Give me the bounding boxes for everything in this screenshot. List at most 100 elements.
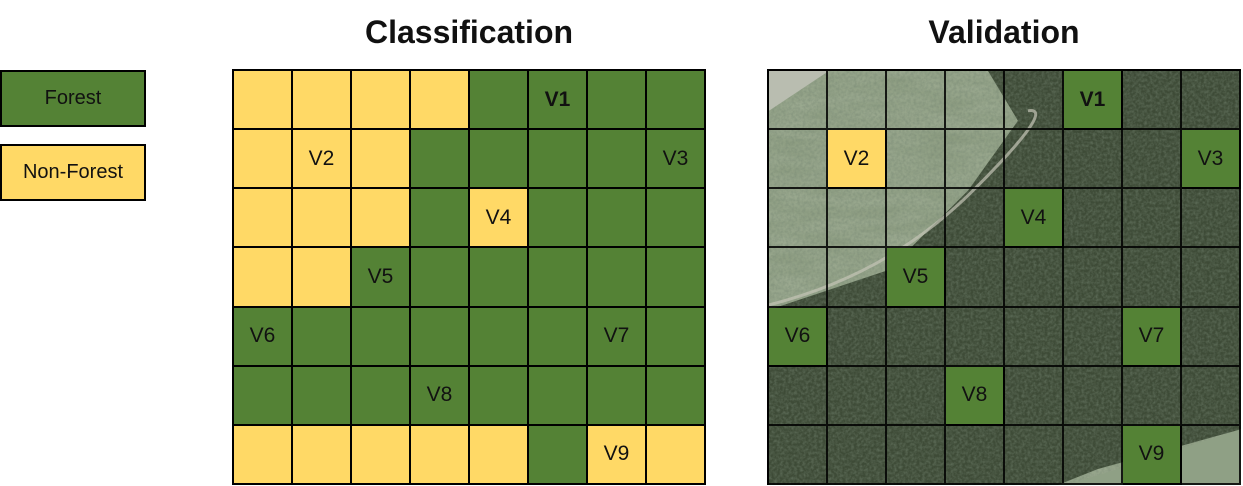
classification-cell [411, 71, 470, 131]
validation-cell [769, 189, 828, 249]
validation-cell-v3: V3 [1182, 130, 1241, 190]
validation-cell-v2: V2 [828, 130, 887, 190]
classification-cell [647, 248, 706, 308]
classification-cell [529, 130, 588, 190]
classification-cell-v4: V4 [470, 189, 529, 249]
validation-grid: V1 V2 V3 V4 V5 V6 V7 V8 V9 [767, 69, 1241, 485]
classification-cell [352, 189, 411, 249]
classification-cell-v5: V5 [352, 248, 411, 308]
validation-cell [1064, 189, 1123, 249]
classification-cell [234, 425, 293, 485]
validation-cell [828, 425, 887, 485]
classification-cell [529, 425, 588, 485]
classification-cell [588, 71, 647, 131]
classification-cell [529, 189, 588, 249]
legend-nonforest: Non-Forest [0, 144, 146, 201]
classification-cell [470, 71, 529, 131]
classification-cell [234, 130, 293, 190]
classification-cell [352, 366, 411, 426]
validation-cell-v4: V4 [1005, 189, 1064, 249]
validation-cell [1123, 130, 1182, 190]
validation-cell-v5: V5 [887, 248, 946, 308]
classification-cell [647, 425, 706, 485]
classification-cell [588, 366, 647, 426]
validation-cell [946, 307, 1005, 367]
classification-cell [588, 248, 647, 308]
classification-cell [234, 366, 293, 426]
validation-cell [828, 248, 887, 308]
classification-cell [529, 307, 588, 367]
validation-cell [1182, 366, 1241, 426]
classification-cell-v3: V3 [647, 130, 706, 190]
classification-title: Classification [364, 14, 574, 50]
classification-cell-v8: V8 [411, 366, 470, 426]
validation-cell [946, 248, 1005, 308]
classification-cell [411, 130, 470, 190]
classification-cell-v9: V9 [588, 425, 647, 485]
classification-cell [588, 130, 647, 190]
validation-cell-v8: V8 [946, 366, 1005, 426]
validation-cell [1123, 189, 1182, 249]
validation-cell-v7: V7 [1123, 307, 1182, 367]
validation-cell [828, 307, 887, 367]
classification-cell [352, 425, 411, 485]
classification-cell [411, 248, 470, 308]
validation-cell [769, 425, 828, 485]
classification-cell [352, 71, 411, 131]
validation-cell [769, 248, 828, 308]
validation-cell [769, 130, 828, 190]
validation-cell [887, 425, 946, 485]
classification-cell [293, 248, 352, 308]
classification-cell [293, 366, 352, 426]
validation-cell [1064, 130, 1123, 190]
classification-cell [234, 189, 293, 249]
validation-cell [887, 189, 946, 249]
classification-cell [470, 248, 529, 308]
classification-cell [234, 248, 293, 308]
validation-cell [887, 130, 946, 190]
classification-cell [647, 189, 706, 249]
legend-forest-label: Forest [44, 87, 102, 109]
validation-cell [946, 130, 1005, 190]
validation-cell-v1: V1 [1064, 71, 1123, 131]
validation-title: Validation [928, 14, 1080, 50]
validation-cell [887, 366, 946, 426]
classification-cell [470, 366, 529, 426]
validation-cell-v6: V6 [769, 307, 828, 367]
validation-cell [769, 71, 828, 131]
validation-cell [1123, 71, 1182, 131]
validation-cell [946, 425, 1005, 485]
validation-cell [1182, 248, 1241, 308]
validation-cell [1064, 425, 1123, 485]
validation-cell [1005, 71, 1064, 131]
classification-cell [293, 189, 352, 249]
classification-cell [647, 366, 706, 426]
validation-cell [1005, 425, 1064, 485]
validation-cell [1005, 366, 1064, 426]
classification-cell [647, 307, 706, 367]
classification-cell [647, 71, 706, 131]
validation-cell [1064, 366, 1123, 426]
validation-cell [1005, 130, 1064, 190]
classification-grid: V1 V2 V3 V4 V5 V6 V7 V8 V9 [232, 69, 706, 485]
validation-cell [1182, 189, 1241, 249]
classification-cell [470, 425, 529, 485]
classification-cell [588, 189, 647, 249]
classification-cell [411, 307, 470, 367]
validation-cell [1182, 307, 1241, 367]
classification-cell [293, 425, 352, 485]
validation-cell-v9: V9 [1123, 425, 1182, 485]
legend-forest: Forest [0, 70, 146, 127]
validation-cell [946, 71, 1005, 131]
classification-cell [470, 130, 529, 190]
validation-cell [828, 189, 887, 249]
classification-cell [234, 71, 293, 131]
validation-cell [1064, 307, 1123, 367]
validation-cell [1123, 366, 1182, 426]
classification-cell [529, 248, 588, 308]
classification-cell [411, 425, 470, 485]
legend-nonforest-label: Non-Forest [22, 161, 124, 183]
validation-cell [1123, 248, 1182, 308]
classification-cell-v1: V1 [529, 71, 588, 131]
validation-cell [828, 366, 887, 426]
